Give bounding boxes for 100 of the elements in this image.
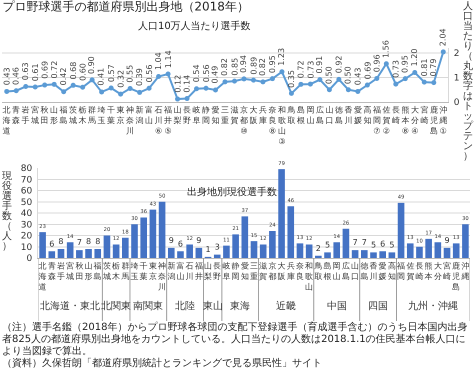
data-label: 0.63 [21,62,30,80]
text: 北陸 [175,300,195,312]
data-label: 0.69 [363,62,372,80]
bar [398,202,404,258]
x-tick-label: 佐賀 [406,262,414,281]
x-tick-label: 京都 [268,262,276,281]
bar [388,252,396,258]
point [440,49,446,54]
point [166,72,171,77]
x-tick-label: 青森 [12,106,20,125]
bar [196,248,202,258]
data-label: 0.72 [50,60,59,79]
point [412,70,418,76]
data-label: 7 [362,238,367,248]
point [298,82,304,87]
x-tick-label: 青森 [48,262,56,281]
x-tick-label: 滋賀 [259,262,268,281]
data-label: 0.42 [58,68,68,86]
y-tick-label: 50 [20,198,32,208]
x-tick-label: 香川 [369,262,378,281]
bar [48,251,56,258]
x-tick-label: 埼玉 [130,262,139,281]
point [99,89,104,94]
data-label: 8 [58,237,64,246]
x-tick-label: 埼玉 [96,106,106,125]
text: （注）選手名鑑（2018年）からプロ野球各球団の支配下登録選手（育成選手含む）のうち日本国内出身者825人の都道府県別出身地をカウントしている。人口当たりの人数は2018.1.1の住民基本台帳人口により当図録で算出。 [1,322,468,358]
point [184,96,190,102]
bar [186,244,193,258]
data-label: 1.23 [277,48,286,66]
bar [306,244,312,258]
data-label: 1.14 [164,50,174,68]
data-label: 0.46 [12,67,21,85]
x-tick-label: 岐阜 [192,106,201,125]
y-tick-label: 80 [20,164,32,174]
data-label: 0.94 [239,55,248,73]
data-label: 0.41 [96,68,106,86]
bar [416,246,423,258]
x-tick-label: 石川 [186,262,194,281]
bar [76,250,83,258]
x-tick-label: 長崎 [392,106,400,125]
x-tick-label: 福井 [194,262,203,281]
point [118,92,124,97]
x-tick-label: 宮崎 [420,106,428,125]
bar [260,244,266,258]
x-tick-label: 沖縄 [460,262,470,281]
y-tick-label: 0 [454,98,460,108]
point [14,88,19,94]
bar [122,238,129,258]
x-tick-label: 福岡⑦ [372,106,381,136]
point [308,82,313,87]
data-label: 0.56 [144,64,154,82]
data-label: 7 [76,238,82,248]
y-tick-label: 40 [20,209,32,220]
data-label: 9 [196,236,202,245]
x-tick-label: 岡山 [332,262,341,281]
bar [150,210,156,258]
x-tick-label: 岡山 [306,106,314,125]
x-tick-label: 宮城 [65,262,74,281]
point [336,76,342,82]
x-tick-label: 鹿児島 [452,262,460,292]
data-label: 1.20 [410,48,420,66]
point [175,96,180,102]
x-tick-label: 山口 [351,262,360,281]
bar [58,249,64,258]
x-tick-label: 宮城 [30,106,40,125]
x-tick-label: 広島 [342,262,350,281]
x-tick-label: 愛知 [240,262,249,281]
x-tick-label: 愛媛 [354,106,362,125]
data-label: 7 [352,238,358,248]
x-tick-label: 愛媛 [378,262,387,281]
bar [342,228,350,258]
x-tick-label: 長野 [183,106,192,125]
x-tick-label: 山梨 [174,106,182,125]
x-tick-label: 秋田 [75,262,84,281]
y-tick-label: 60 [20,186,32,197]
data-label: 0.85 [230,58,240,76]
data-label: 5 [324,240,330,250]
x-tick-label: 北海道 [2,106,11,136]
x-tick-label: 島根 [324,262,332,281]
bar [269,231,276,258]
data-label: 0.72 [296,60,306,78]
data-label: 9 [444,236,450,245]
bar [296,243,304,258]
bar [232,234,239,258]
text: 近畿 [276,300,296,312]
x-tick-label: 熊本⑧ [401,106,410,136]
point [156,74,162,79]
x-tick-label: 茨城 [68,106,78,125]
data-label: 0.95 [268,55,277,74]
data-label: 0.43 [2,67,12,86]
y-tick-label: 0 [26,254,32,264]
x-tick-label: 熊本 [424,262,433,281]
x-tick-label: 富山 [145,106,154,125]
data-label: 2.04 [438,28,448,46]
text: （資料）久保哲朗「都道府県別統計とランキングで見る県民性」サイト [1,358,323,370]
point [431,80,436,86]
point [260,79,266,84]
point [4,88,10,94]
x-tick-label: 神奈川 [158,262,166,292]
text: 南関東 [133,300,163,312]
